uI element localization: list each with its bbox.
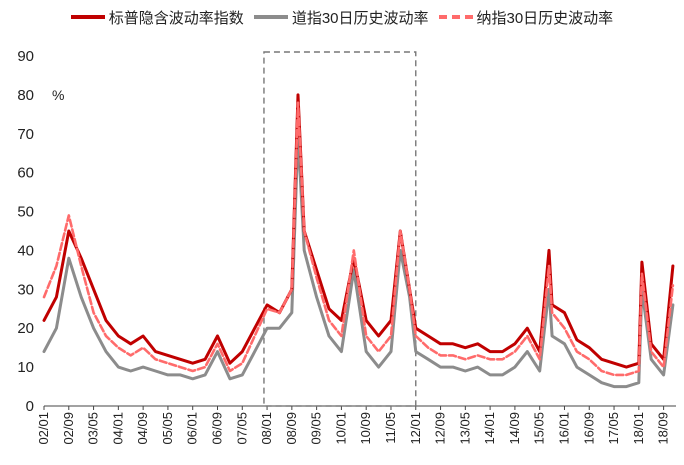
x-tick-label: 16/01 (556, 412, 571, 445)
y-tick-label: 10 (17, 359, 34, 376)
y-tick-label: 0 (26, 398, 34, 415)
x-tick-label: 12/09 (433, 412, 448, 445)
x-tick-label: 15/05 (532, 412, 547, 445)
y-tick-label: 50 (17, 204, 34, 221)
x-tick-label: 04/09 (135, 412, 150, 445)
legend-item-djia-hv: 道指30日历史波动率 (253, 7, 429, 28)
label-layer: % 0 10 20 30 40 50 60 70 80 90 02/01 02/09 03/05 04/0… (17, 48, 670, 445)
x-tick-label: 10/09 (358, 412, 373, 445)
x-tick-label: 07/05 (234, 412, 249, 445)
x-tick-label: 16/09 (581, 412, 596, 445)
x-tick-label: 08/01 (259, 412, 274, 445)
legend-swatch-djia-hv (253, 15, 288, 19)
y-tick-label: 30 (17, 281, 34, 298)
y-tick-label: 90 (17, 48, 34, 65)
x-tick-label: 04/01 (110, 412, 125, 445)
x-tick-label: 06/01 (185, 412, 200, 445)
highlight-box (263, 51, 417, 407)
x-tick-label: 06/09 (209, 412, 224, 445)
series-line-0 (42, 93, 675, 369)
y-tick-label: 40 (17, 242, 34, 259)
y-tick-label: 60 (17, 165, 34, 182)
x-tick-label: 11/05 (383, 412, 398, 444)
x-tick-label: 10/01 (333, 412, 348, 445)
legend-item-spx-iv: 标普隐含波动率指数 (70, 7, 244, 28)
legend-swatch-spx-iv (70, 15, 105, 19)
x-tick-label: 13/05 (457, 412, 472, 445)
x-tick-label: 02/01 (36, 412, 51, 445)
x-tick-label: 09/05 (309, 412, 324, 445)
legend-label-djia-hv: 道指30日历史波动率 (291, 9, 429, 27)
legend-label-ndx-hv: 纳指30日历史波动率 (476, 9, 614, 27)
x-tick-label: 05/05 (160, 412, 175, 445)
legend-item-ndx-hv: 纳指30日历史波动率 (438, 7, 614, 28)
x-tick-label: 02/09 (61, 412, 76, 445)
y-tick-label: 70 (17, 126, 34, 143)
legend: 标普隐含波动率指数 道指30日历史波动率 纳指30日历史波动率 (0, 6, 684, 28)
series-line-1 (42, 132, 675, 389)
y-tick-label: 20 (17, 320, 34, 337)
x-tick-label: 18/09 (656, 412, 671, 445)
x-tick-label: 12/01 (408, 412, 423, 445)
x-tick-label: 08/09 (284, 412, 299, 445)
x-tick-label: 14/01 (482, 412, 497, 445)
legend-label-spx-iv: 标普隐含波动率指数 (108, 9, 244, 27)
x-tick-label: 18/01 (631, 412, 646, 445)
x-tick-label: 03/05 (86, 412, 101, 445)
legend-swatch-ndx-hv (438, 15, 473, 19)
y-tick-label: 80 (17, 87, 34, 104)
axes-layer (43, 51, 676, 410)
series-layer (42, 93, 675, 389)
x-tick-label: 17/05 (606, 412, 621, 445)
series-line-2 (42, 101, 675, 377)
y-unit-label: % (52, 87, 64, 103)
x-tick-label: 14/09 (507, 412, 522, 445)
